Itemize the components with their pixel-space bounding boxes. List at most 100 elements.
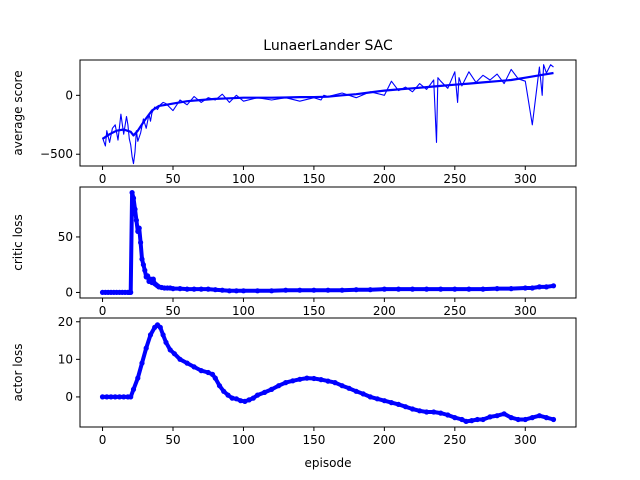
data-point — [157, 324, 163, 330]
data-point — [346, 385, 352, 391]
data-point — [133, 217, 139, 223]
data-point — [487, 414, 493, 420]
x-tick-label: 300 — [514, 433, 537, 447]
data-point — [508, 415, 514, 421]
panel-1: 0 50 100 150 200 250 300 −500 0 average score — [11, 59, 577, 186]
data-point — [501, 411, 507, 417]
data-point — [536, 284, 543, 290]
series-line-smoothed — [101, 71, 554, 140]
data-point — [480, 286, 486, 292]
data-point — [212, 375, 218, 381]
data-point — [130, 195, 137, 201]
data-point — [283, 287, 289, 293]
data-point — [269, 386, 275, 392]
data-point — [205, 286, 211, 292]
data-point — [184, 360, 190, 366]
plot-area — [99, 322, 557, 424]
data-point — [170, 286, 176, 292]
y-axis-label: actor loss — [11, 344, 25, 402]
data-point — [438, 410, 444, 416]
data-point — [128, 289, 134, 295]
data-point — [240, 288, 247, 294]
x-tick-label: 150 — [302, 433, 325, 447]
data-point — [116, 394, 123, 400]
data-point — [381, 286, 387, 292]
data-point — [543, 415, 550, 421]
data-point — [128, 394, 134, 400]
data-point — [374, 396, 380, 402]
data-point — [205, 369, 211, 376]
series-trace — [100, 190, 556, 295]
series-line-raw — [101, 64, 554, 165]
data-point — [198, 286, 204, 292]
x-tick-label: 0 — [99, 433, 107, 447]
data-point — [104, 394, 110, 400]
data-point — [325, 287, 331, 293]
data-point — [452, 415, 458, 421]
y-tick-label: −500 — [40, 147, 73, 161]
data-point — [409, 286, 416, 292]
x-tick-label: 50 — [165, 433, 180, 447]
data-point — [431, 409, 437, 415]
data-point — [325, 378, 331, 384]
data-point — [177, 356, 183, 362]
x-tick-label: 150 — [302, 172, 325, 186]
data-point — [99, 394, 106, 400]
data-point — [353, 287, 359, 293]
data-point — [269, 288, 275, 294]
data-point — [529, 415, 535, 421]
data-point — [297, 376, 303, 382]
x-tick-label: 0 — [99, 172, 107, 186]
data-point — [130, 386, 137, 392]
series-trace — [100, 322, 556, 424]
data-point — [209, 371, 216, 377]
y-tick-label: 0 — [65, 88, 73, 102]
data-point — [233, 396, 239, 402]
x-tick-label: 250 — [443, 433, 466, 447]
data-point — [452, 286, 458, 292]
x-tick-label: 300 — [514, 172, 537, 186]
data-point — [139, 256, 145, 262]
data-point — [250, 395, 256, 401]
data-point — [417, 408, 423, 414]
data-point — [339, 383, 345, 389]
x-tick-label: 200 — [373, 304, 396, 318]
data-point — [171, 351, 177, 357]
data-point — [276, 383, 282, 389]
data-point — [424, 286, 430, 292]
data-point — [360, 391, 366, 397]
y-tick-label: 50 — [58, 230, 73, 244]
data-point — [395, 401, 402, 407]
data-point — [108, 394, 114, 400]
data-point — [311, 375, 317, 382]
data-point — [480, 416, 486, 423]
data-point — [469, 418, 475, 424]
data-point — [311, 287, 317, 293]
data-point — [494, 413, 500, 419]
y-tick-label: 0 — [65, 285, 73, 299]
data-point — [529, 285, 535, 291]
data-point — [536, 413, 543, 419]
data-point — [184, 286, 190, 292]
data-point — [395, 286, 402, 292]
data-point — [381, 398, 387, 404]
data-point — [198, 368, 204, 374]
x-tick-label: 150 — [302, 304, 325, 318]
data-point — [522, 285, 528, 291]
data-point — [466, 286, 472, 292]
data-point — [177, 286, 183, 292]
data-point — [219, 287, 225, 293]
x-tick-label: 250 — [443, 172, 466, 186]
data-point — [339, 287, 345, 293]
plot-area — [101, 64, 554, 165]
x-tick-label: 50 — [165, 304, 180, 318]
data-point — [445, 412, 451, 418]
x-tick-label: 100 — [232, 304, 255, 318]
x-tick-label: 300 — [514, 304, 537, 318]
data-point — [112, 394, 118, 400]
data-point — [233, 288, 239, 294]
data-point — [138, 239, 144, 246]
data-point — [191, 286, 197, 292]
x-axis-label: episode — [305, 456, 352, 470]
